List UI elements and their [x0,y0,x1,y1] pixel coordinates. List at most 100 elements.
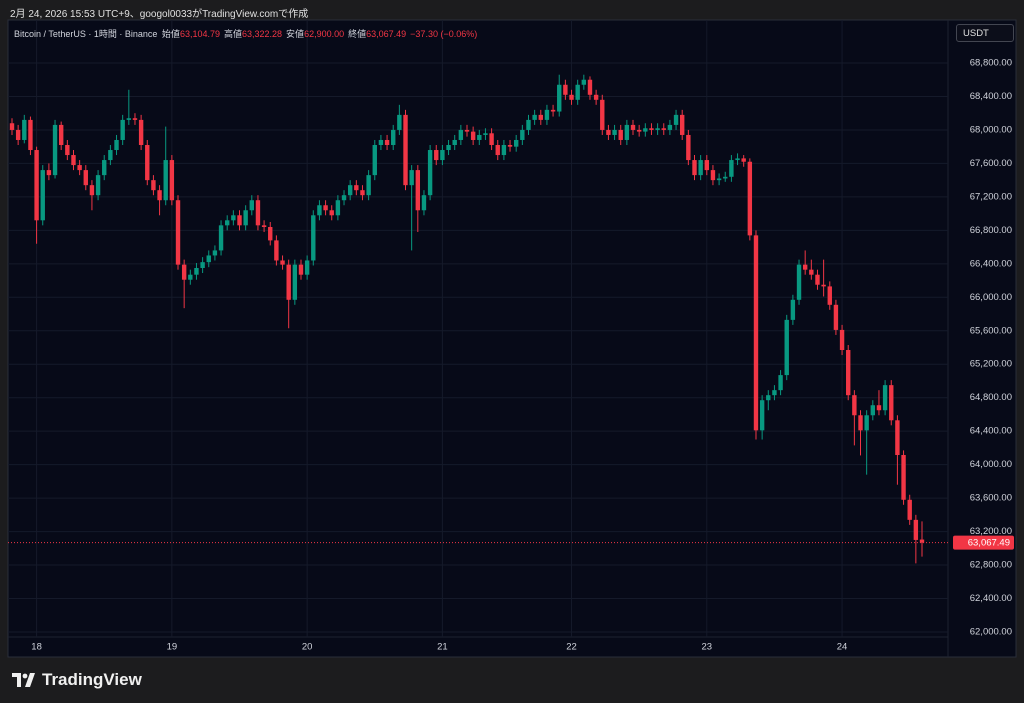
candle-body [298,264,304,275]
candle-body [403,114,408,186]
candle-body [102,160,107,176]
candle-body [507,145,513,147]
candle-body [372,145,377,176]
candle-body [384,139,390,145]
candle-body [495,145,500,156]
y-tick-label: 67,200.00 [970,191,1012,202]
candle-body [114,139,119,151]
candle-body [526,119,531,130]
candle-body [446,145,451,151]
candle-body [126,118,132,120]
open-label: 始値 [161,29,180,39]
low-label: 安値 [286,29,305,39]
candle-body [895,420,900,456]
candle-body [753,235,759,431]
y-tick-label: 67,600.00 [970,158,1012,169]
candle-body [274,240,279,261]
candle-body [827,286,832,305]
candle-body [157,190,162,201]
change-value: −37.30 (−0.06%) [410,29,478,39]
candle-body [643,128,648,132]
candle-body [120,119,125,140]
currency-button[interactable]: USDT [956,24,1014,42]
candle-body [477,134,482,140]
candle-body [575,84,580,100]
last-price-box [953,535,1014,550]
candle-body [329,210,334,216]
candle-body [194,268,199,275]
candle-body [698,160,703,176]
brand-logo [12,673,35,687]
candle-body [286,264,291,300]
candle-body [612,129,617,135]
close-label: 終値 [348,29,367,39]
candle-body [415,170,421,211]
candle-body [846,350,851,396]
candle-body [427,150,433,196]
candle-body [723,176,728,179]
candle-body [692,160,697,176]
candle-body [864,415,869,431]
x-tick-label: 23 [702,642,713,653]
candle-body [458,129,464,140]
candle-body [747,161,753,236]
candle-body [833,304,839,330]
candle-body [409,170,414,186]
candle-body [452,139,457,145]
candle-body [870,405,876,416]
candle-body [28,119,33,151]
y-tick-label: 65,200.00 [970,359,1012,370]
y-tick-label: 62,000.00 [970,626,1012,637]
candle-body [22,119,27,140]
y-tick-label: 64,000.00 [970,459,1012,470]
candle-body [876,405,882,411]
candle-body [347,185,353,196]
candle-body [686,134,691,161]
y-tick-label: 68,800.00 [970,58,1012,69]
candle-body [563,84,568,95]
candle-body [360,190,365,196]
candle-body [520,129,525,140]
x-tick-label: 22 [566,642,577,653]
candle-body [802,264,808,270]
x-tick-label: 21 [437,642,448,653]
candle-body [108,150,113,161]
candle-body [667,124,673,130]
candle-body [354,185,359,191]
candle-body [532,114,537,120]
candle-body [815,274,820,285]
candle-body [249,200,254,211]
candle-body [489,133,494,145]
candle-body [231,215,236,221]
y-tick-label: 66,400.00 [970,258,1012,269]
candle-body [212,250,218,256]
candle-body [606,129,611,135]
candle-body [889,385,894,421]
candle-body [397,114,402,130]
candle-body [772,390,777,396]
x-tick-label: 24 [837,642,848,653]
candle-body [225,220,230,226]
candle-body [243,210,248,226]
candle-body [581,79,587,85]
candle-body [34,150,39,221]
candle-body [882,385,888,411]
candle-body [366,175,371,196]
candle-body [618,129,623,140]
candle-body [304,260,310,275]
candle-body [175,200,181,265]
candle-body [538,114,543,120]
x-tick-label: 19 [167,642,178,653]
candle-body [378,139,384,145]
chart-panel [7,19,1017,658]
candle-body [188,274,193,280]
brand: TradingView [12,670,142,690]
candle-body [704,160,709,171]
candle-body [710,170,716,181]
brand-name: TradingView [42,670,142,689]
candle-body [421,195,427,211]
candle-body [919,539,925,543]
candle-body [600,99,605,130]
candle-body [434,150,439,161]
